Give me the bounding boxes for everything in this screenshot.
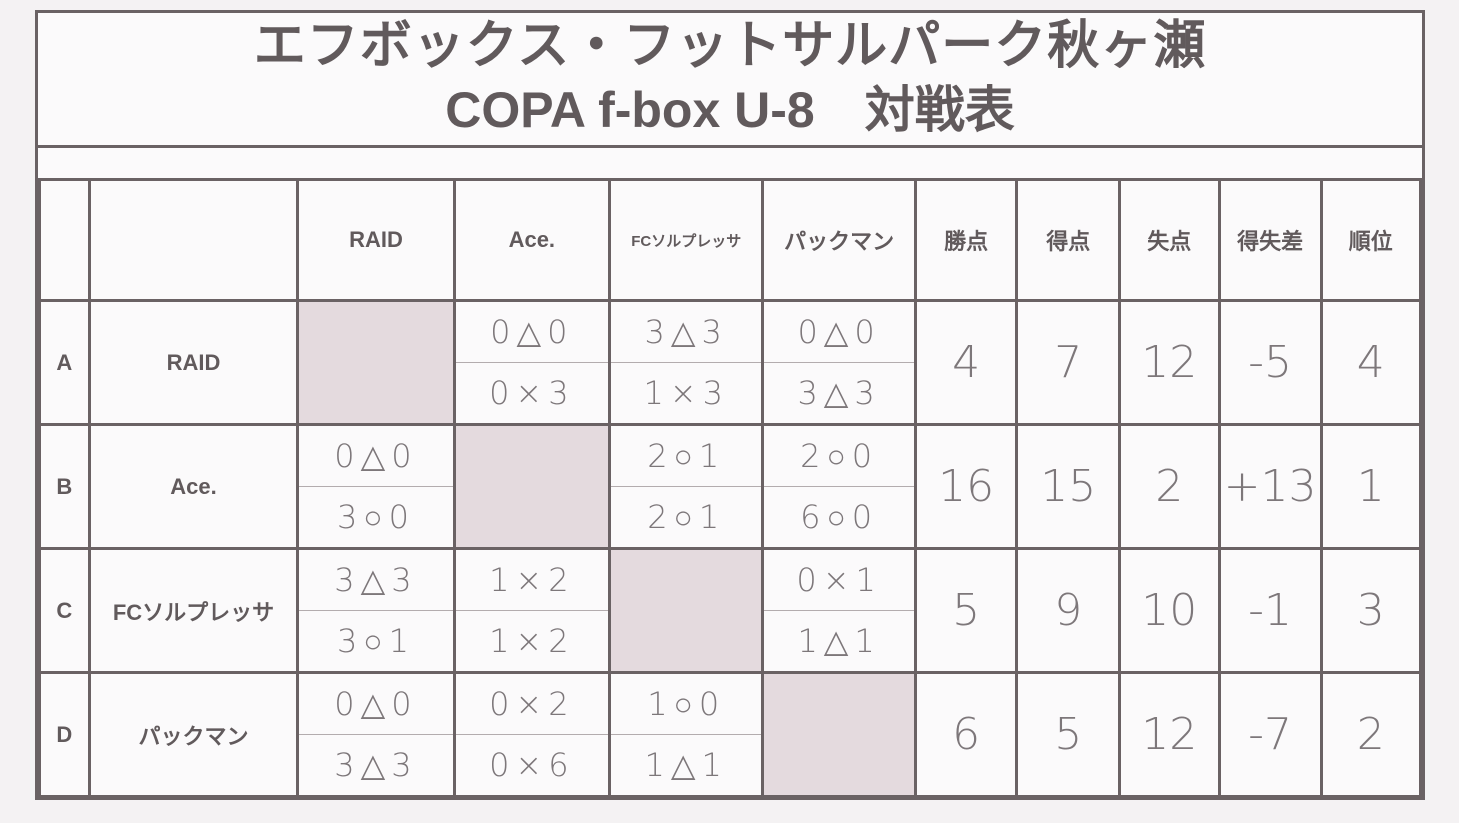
team-name: FCソルプレッサ	[87, 547, 300, 674]
table-row: D パックマン 0△0 3△3 0×2 0×6 1○0 1△1 6 5 12 -7 2	[38, 671, 1423, 798]
goal-diff-value: -1	[1217, 547, 1323, 674]
table-row: C FCソルプレッサ 3△3 3○1 1×2 1×2 0×1 1△1 5 9 10 -1 3	[38, 547, 1423, 674]
column-header: パックマン	[761, 178, 917, 302]
self-match-cell	[452, 423, 612, 550]
second-match-score: 2○1	[647, 498, 726, 536]
points-value: 6	[913, 671, 1019, 798]
column-header: 得失差	[1217, 178, 1323, 302]
match-result-cell: 0×2 0×6	[452, 671, 612, 798]
rank-value: 4	[1319, 299, 1423, 426]
rank-value: 1	[1319, 423, 1423, 550]
group-letter: B	[38, 423, 91, 550]
column-header: Ace.	[452, 178, 612, 302]
goals-for-value: 9	[1015, 547, 1121, 674]
goal-diff-value: +13	[1217, 423, 1323, 550]
column-header: 失点	[1118, 178, 1221, 302]
match-result-cell: 0△0 3△3	[761, 299, 917, 426]
goals-for-value: 7	[1015, 299, 1121, 426]
match-result-cell: 2○0 6○0	[761, 423, 917, 550]
goals-for-value: 15	[1015, 423, 1121, 550]
column-header: 順位	[1319, 178, 1423, 302]
team-name: Ace.	[87, 423, 300, 550]
second-match-score: 3○0	[336, 498, 415, 536]
group-letter: C	[38, 547, 91, 674]
second-match-score: 3△3	[334, 746, 418, 784]
match-result-cell: 1×2 1×2	[452, 547, 612, 674]
points-value: 5	[913, 547, 1019, 674]
table-row: A RAID 0△0 0×3 3△3 1×3 0△0 3△3 4 7 12 -5 4	[38, 299, 1423, 426]
header-letter-blank	[38, 178, 91, 302]
divider-strip	[38, 148, 1422, 181]
goals-for-value: 5	[1015, 671, 1121, 798]
column-header: FCソルプレッサ	[608, 178, 765, 302]
first-match-score: 0△0	[299, 426, 453, 487]
header-team-blank	[87, 178, 300, 302]
team-name: RAID	[87, 299, 300, 426]
results-table: RAID Ace. FCソルプレッサ パックマン 勝点 得点 失点 得失差 順位 A RAID 0△0…	[38, 178, 1423, 798]
self-match-cell	[761, 671, 917, 798]
rank-value: 2	[1319, 671, 1423, 798]
match-result-cell: 0△0 3○0	[296, 423, 456, 550]
match-result-cell: 3△3 3○1	[296, 547, 456, 674]
table-row: B Ace. 0△0 3○0 2○1 2○1 2○0 6○0 16 15 2 +13 1	[38, 423, 1423, 550]
first-match-score: 2○1	[611, 426, 762, 487]
first-match-score: 0×1	[764, 550, 914, 611]
first-match-score: 1×2	[455, 550, 609, 611]
goal-diff-value: -5	[1217, 299, 1323, 426]
first-match-score: 2○0	[764, 426, 914, 487]
first-match-score: 0△0	[764, 302, 914, 363]
first-match-score: 0△0	[455, 302, 609, 363]
match-result-cell: 0△0 3△3	[296, 671, 456, 798]
second-match-score: 1×3	[643, 374, 729, 412]
column-header: RAID	[296, 178, 456, 302]
first-match-score: 1○0	[611, 674, 762, 735]
rank-value: 3	[1319, 547, 1423, 674]
column-header: 得点	[1015, 178, 1121, 302]
first-match-score: 3△3	[299, 550, 453, 611]
match-result-cell: 1○0 1△1	[608, 671, 765, 798]
column-header: 勝点	[913, 178, 1019, 302]
title-block: エフボックス・フットサルパーク秋ヶ瀬 COPA f-box U-8 対戦表	[38, 13, 1422, 148]
goals-against-value: 12	[1118, 299, 1221, 426]
second-match-score: 6○0	[800, 498, 879, 536]
self-match-cell	[296, 299, 456, 426]
goal-diff-value: -7	[1217, 671, 1323, 798]
points-value: 16	[913, 423, 1019, 550]
self-match-cell	[608, 547, 765, 674]
second-match-score: 0×3	[489, 374, 575, 412]
match-result-cell: 2○1 2○1	[608, 423, 765, 550]
match-result-cell: 3△3 1×3	[608, 299, 765, 426]
second-match-score: 1△1	[644, 746, 728, 784]
second-match-score: 1×2	[489, 622, 575, 660]
match-result-cell: 0×1 1△1	[761, 547, 917, 674]
second-match-score: 3△3	[797, 374, 881, 412]
goals-against-value: 12	[1118, 671, 1221, 798]
first-match-score: 3△3	[611, 302, 762, 363]
second-match-score: 3○1	[336, 622, 415, 660]
second-match-score: 1△1	[797, 622, 881, 660]
venue-title: エフボックス・フットサルパーク秋ヶ瀬	[253, 17, 1207, 75]
goals-against-value: 10	[1118, 547, 1221, 674]
tournament-title: COPA f-box U-8 対戦表	[445, 82, 1015, 138]
team-name: パックマン	[87, 671, 300, 798]
match-table-sheet: エフボックス・フットサルパーク秋ヶ瀬 COPA f-box U-8 対戦表 RA…	[35, 10, 1425, 800]
header-row: RAID Ace. FCソルプレッサ パックマン 勝点 得点 失点 得失差 順位	[38, 178, 1423, 302]
first-match-score: 0△0	[299, 674, 453, 735]
group-letter: D	[38, 671, 91, 798]
group-letter: A	[38, 299, 91, 426]
points-value: 4	[913, 299, 1019, 426]
match-result-cell: 0△0 0×3	[452, 299, 612, 426]
goals-against-value: 2	[1118, 423, 1221, 550]
first-match-score: 0×2	[455, 674, 609, 735]
second-match-score: 0×6	[489, 746, 575, 784]
